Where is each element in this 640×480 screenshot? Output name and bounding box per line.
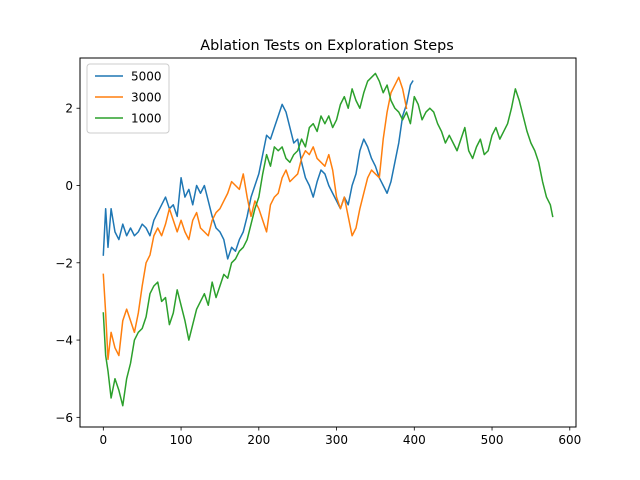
x-tick-label: 600 [558,433,581,447]
y-tick-label: −6 [55,411,73,425]
x-tick-label: 500 [481,433,504,447]
legend-label-1000: 1000 [131,112,162,126]
x-tick-label: 200 [247,433,270,447]
legend: 5000 3000 1000 [86,63,170,134]
series-line-1000 [102,72,554,407]
x-tick-label: 0 [100,433,108,447]
y-tick-label: −2 [55,256,73,270]
y-tick-label: 0 [65,179,73,193]
legend-label-3000: 3000 [131,91,162,105]
series-line-3000 [102,76,408,361]
series-line-5000 [102,80,414,260]
chart-title: Ablation Tests on Exploration Steps [200,38,454,54]
x-tick-label: 100 [170,433,193,447]
x-tick-label: 300 [325,433,348,447]
x-tick-label: 400 [403,433,426,447]
y-tick-label: −4 [55,334,73,348]
x-axis: 0 100 200 300 400 500 600 [100,427,581,447]
y-tick-label: 2 [65,102,73,116]
plot-frame [79,57,577,428]
y-axis: −6 −4 −2 0 2 [55,102,80,425]
series-layer [102,72,554,407]
legend-label-5000: 5000 [131,70,162,84]
legend-box [86,63,170,134]
